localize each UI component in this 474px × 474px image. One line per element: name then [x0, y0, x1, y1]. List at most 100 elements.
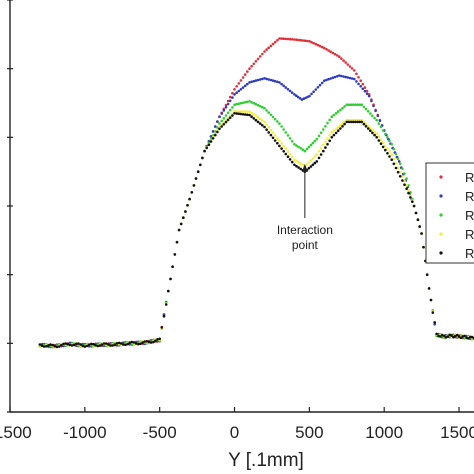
data-point [364, 107, 368, 111]
data-point [290, 140, 294, 143]
data-point [273, 79, 277, 83]
data-point [297, 161, 300, 164]
data-point [119, 342, 123, 345]
data-point [284, 152, 288, 156]
data-point [366, 127, 370, 130]
data-point [265, 109, 268, 112]
data-point [323, 46, 326, 50]
data-point [369, 126, 372, 130]
data-point [231, 96, 234, 99]
data-point [224, 103, 228, 107]
legend-marker [439, 251, 443, 255]
data-point [354, 103, 357, 106]
data-point [366, 110, 370, 113]
data-point [450, 334, 453, 337]
data-point [269, 133, 273, 137]
data-point [345, 120, 349, 124]
data-point [394, 166, 398, 170]
data-point [363, 86, 367, 89]
data-point [373, 133, 376, 137]
data-point [207, 143, 211, 146]
data-point [147, 340, 151, 344]
data-point [237, 89, 241, 93]
data-point [265, 48, 268, 51]
data-point [384, 132, 387, 136]
data-point [40, 344, 44, 348]
data-point [297, 38, 301, 42]
data-point [360, 120, 364, 124]
legend-marker [439, 194, 443, 198]
data-point [239, 110, 243, 113]
data-point [384, 148, 387, 152]
legend-label: R [465, 170, 474, 185]
data-point [394, 152, 398, 156]
data-point [336, 110, 340, 113]
data-point [350, 67, 354, 70]
data-point [357, 82, 360, 86]
data-point [288, 37, 292, 41]
data-point [126, 342, 129, 346]
data-point [328, 134, 332, 137]
data-point [188, 197, 191, 201]
data-point [439, 335, 442, 338]
data-point [271, 115, 275, 119]
data-point [271, 136, 275, 140]
data-point [386, 152, 389, 155]
data-point [350, 77, 354, 80]
data-point [243, 84, 247, 88]
data-point [312, 90, 315, 93]
data-point [96, 344, 99, 348]
data-point [184, 210, 187, 213]
data-point [235, 85, 238, 88]
data-point [113, 343, 117, 346]
data-point [143, 340, 146, 343]
data-point [345, 103, 349, 106]
data-point [407, 189, 410, 192]
data-point [243, 73, 247, 76]
data-point [301, 39, 305, 42]
data-point [139, 342, 142, 346]
data-point [295, 144, 298, 147]
data-point [353, 69, 356, 72]
data-point [267, 131, 271, 134]
data-point [386, 136, 389, 139]
data-point [319, 146, 323, 150]
data-point [398, 162, 402, 166]
data-point [235, 102, 238, 106]
annotation-text-line1: Interaction [277, 223, 333, 237]
data-point [124, 343, 127, 347]
data-point [70, 344, 74, 347]
data-point [85, 344, 89, 348]
data-point [325, 78, 328, 82]
data-point [293, 38, 296, 41]
data-point [258, 78, 262, 81]
data-point [367, 94, 371, 98]
data-point [160, 326, 164, 329]
data-point [233, 112, 236, 115]
x-tick-label: 1000 [365, 423, 403, 442]
data-point [457, 335, 461, 339]
data-point [109, 344, 112, 347]
data-point [315, 160, 319, 163]
data-point [373, 130, 376, 134]
data-point [386, 147, 389, 150]
x-tick-label: 1500 [440, 423, 474, 442]
data-point [390, 158, 394, 161]
data-point [340, 74, 343, 78]
data-point [250, 101, 253, 104]
data-point [312, 41, 315, 45]
data-point [201, 156, 204, 160]
data-point [319, 131, 323, 134]
data-point [397, 160, 401, 163]
data-point [420, 232, 423, 235]
data-point [297, 145, 300, 149]
data-point [315, 137, 319, 141]
data-point [341, 106, 344, 110]
data-point [293, 142, 296, 146]
data-point [211, 134, 215, 137]
data-point [265, 128, 268, 131]
axes-layer: -1500 -1000 -500 0 500 1000 1500 [0, 0, 474, 442]
data-point [446, 335, 450, 338]
data-point [374, 109, 377, 113]
